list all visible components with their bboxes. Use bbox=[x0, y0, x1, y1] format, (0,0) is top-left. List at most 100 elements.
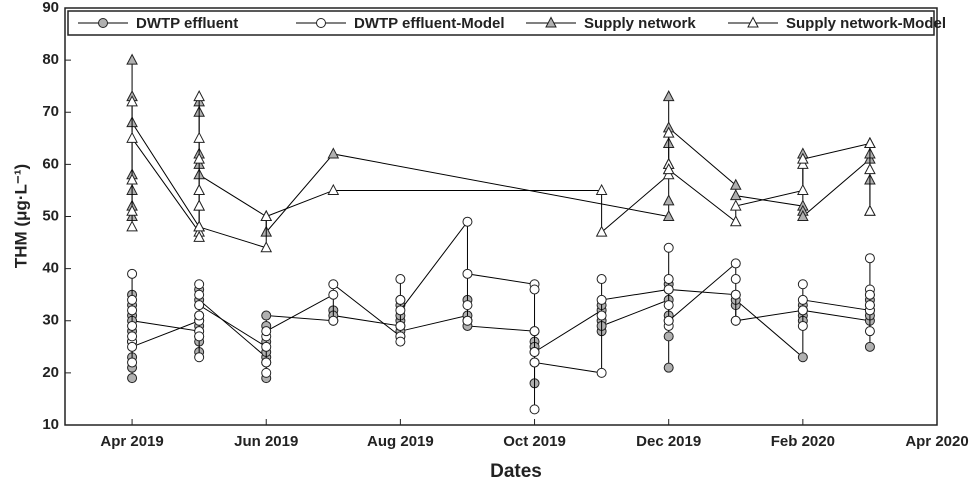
data-point bbox=[596, 274, 607, 285]
legend-marker bbox=[98, 18, 108, 28]
data-point bbox=[127, 320, 138, 331]
data-point bbox=[126, 131, 138, 143]
legend-box bbox=[67, 10, 935, 36]
y-tick-label: 70 bbox=[42, 103, 59, 120]
data-point bbox=[529, 326, 540, 337]
data-point bbox=[730, 289, 741, 300]
data-point bbox=[662, 126, 675, 138]
data-point bbox=[194, 289, 205, 300]
data-point bbox=[126, 95, 138, 107]
x-axis-label: Dates bbox=[490, 461, 542, 482]
data-point bbox=[595, 183, 608, 195]
data-point bbox=[797, 279, 808, 290]
data-point bbox=[595, 225, 608, 237]
data-point bbox=[194, 331, 205, 342]
data-point bbox=[864, 136, 876, 149]
y-tick-label: 30 bbox=[42, 312, 59, 329]
data-point bbox=[127, 268, 138, 279]
x-tick-label: Apr 2020 bbox=[905, 433, 968, 450]
data-point bbox=[193, 183, 205, 195]
data-point bbox=[662, 163, 675, 175]
data-point bbox=[127, 341, 138, 352]
y-axis-label: THM (μg·L⁻¹) bbox=[11, 164, 30, 268]
x-tick-label: Jun 2019 bbox=[234, 433, 298, 450]
legend-marker bbox=[545, 16, 557, 28]
y-tick-label: 50 bbox=[42, 207, 59, 224]
data-point bbox=[328, 289, 339, 300]
data-point bbox=[864, 300, 875, 311]
data-point bbox=[395, 274, 406, 285]
data-point bbox=[797, 320, 808, 331]
data-point bbox=[327, 147, 340, 159]
data-point bbox=[663, 315, 674, 326]
data-point bbox=[328, 315, 339, 326]
data-point bbox=[126, 204, 138, 216]
data-point bbox=[529, 284, 540, 295]
data-point bbox=[663, 242, 674, 253]
data-point bbox=[596, 294, 607, 305]
data-point bbox=[260, 209, 273, 221]
x-tick-label: Apr 2019 bbox=[100, 433, 163, 450]
x-tick-label: Feb 2020 bbox=[771, 433, 835, 450]
data-point bbox=[193, 131, 205, 143]
data-point bbox=[797, 352, 808, 363]
data-point bbox=[194, 300, 205, 311]
x-tick-label: Aug 2019 bbox=[367, 433, 434, 450]
data-point bbox=[797, 305, 808, 316]
data-point bbox=[729, 199, 742, 211]
legend-marker bbox=[316, 18, 326, 28]
data-point bbox=[864, 326, 875, 337]
data-point bbox=[193, 199, 205, 211]
data-point bbox=[261, 310, 272, 321]
y-tick-label: 10 bbox=[42, 416, 59, 433]
data-point bbox=[261, 367, 272, 378]
data-point bbox=[864, 163, 876, 175]
data-point bbox=[126, 53, 138, 65]
data-point bbox=[730, 315, 741, 326]
data-point bbox=[126, 173, 138, 185]
data-point bbox=[127, 305, 138, 316]
data-point bbox=[462, 300, 473, 311]
data-point bbox=[596, 310, 607, 321]
data-point bbox=[730, 274, 741, 285]
legend-label: DWTP effluent-Model bbox=[354, 15, 505, 32]
data-point bbox=[328, 279, 339, 290]
y-tick-label: 90 bbox=[42, 0, 59, 16]
data-point bbox=[663, 300, 674, 311]
data-point bbox=[529, 347, 540, 358]
data-point bbox=[462, 315, 473, 326]
data-point bbox=[462, 216, 473, 227]
data-point bbox=[797, 152, 809, 164]
data-point bbox=[797, 183, 809, 195]
data-point bbox=[864, 341, 875, 352]
plot-area bbox=[64, 7, 938, 426]
data-point bbox=[395, 336, 406, 347]
data-point bbox=[529, 404, 540, 415]
data-point bbox=[529, 357, 540, 368]
data-point bbox=[194, 310, 205, 321]
data-point bbox=[864, 253, 875, 264]
data-point bbox=[462, 268, 473, 279]
data-point bbox=[127, 331, 138, 342]
data-point bbox=[395, 320, 406, 331]
data-point bbox=[596, 367, 607, 378]
data-point bbox=[663, 274, 674, 285]
data-point bbox=[395, 305, 406, 316]
data-point bbox=[395, 294, 406, 305]
data-point bbox=[127, 357, 138, 368]
data-point bbox=[193, 230, 205, 242]
data-point bbox=[729, 215, 742, 227]
data-point bbox=[193, 152, 205, 164]
legend-label: Supply network bbox=[584, 15, 696, 32]
data-point bbox=[194, 352, 205, 363]
x-tick-label: Dec 2019 bbox=[636, 433, 701, 450]
data-point bbox=[194, 279, 205, 290]
data-point bbox=[261, 357, 272, 368]
data-point bbox=[864, 289, 875, 300]
data-point bbox=[261, 326, 272, 337]
y-tick-label: 40 bbox=[42, 260, 59, 277]
x-tick-label: Oct 2019 bbox=[503, 433, 566, 450]
data-point bbox=[663, 362, 674, 373]
data-point bbox=[797, 294, 808, 305]
